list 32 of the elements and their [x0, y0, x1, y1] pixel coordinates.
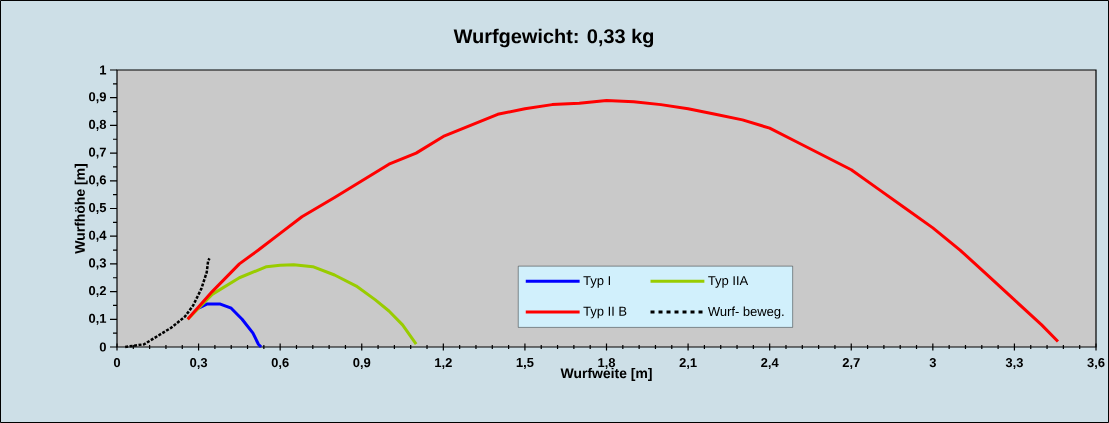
y-tick-label: 0,1 — [88, 313, 107, 325]
y-tick-label: 0,9 — [88, 92, 106, 104]
y-tick-label: 0,2 — [88, 286, 106, 298]
x-tick-label: 2,4 — [761, 358, 779, 370]
x-tick-label: 0,3 — [190, 358, 208, 370]
x-tick-label: 1,2 — [435, 358, 452, 370]
x-tick-label: 3,6 — [1087, 358, 1105, 370]
line-series — [197, 302, 263, 349]
y-tick-label: 0,7 — [88, 147, 106, 159]
x-tick-label: 0,6 — [271, 358, 289, 370]
y-tick-label: 0,6 — [88, 175, 107, 187]
x-axis-title: Wurfweite [m] — [560, 367, 652, 381]
y-tick-label: 1 — [100, 65, 107, 75]
x-tick-label: 2,1 — [679, 358, 697, 370]
y-tick-label: 0,4 — [88, 230, 107, 242]
legend-label: Typ IIA — [708, 276, 749, 288]
chart-title: Wurfgewicht: 0,33 kg — [453, 28, 654, 48]
x-tick-label: 3,3 — [1005, 358, 1023, 370]
y-axis-title: Wurfhöhe [m] — [74, 164, 88, 254]
x-tick-label: 2,7 — [842, 358, 860, 370]
legend-label: Typ I — [583, 276, 610, 288]
y-tick-label: 0,5 — [88, 202, 107, 215]
y-tick-label: 0,3 — [88, 258, 107, 270]
legend-label: Typ II B — [583, 306, 627, 319]
x-tick-label: 3 — [929, 358, 936, 368]
x-tick-label: 1,8 — [598, 358, 616, 370]
y-tick-label: 0 — [99, 342, 106, 352]
x-tick-label: 1,5 — [516, 358, 534, 369]
x-tick-label: 0 — [113, 358, 121, 368]
y-tick-label: 0,8 — [88, 119, 107, 131]
x-tick-label: 0,9 — [353, 358, 371, 370]
legend-label: Wurf- beweg. — [707, 306, 784, 319]
